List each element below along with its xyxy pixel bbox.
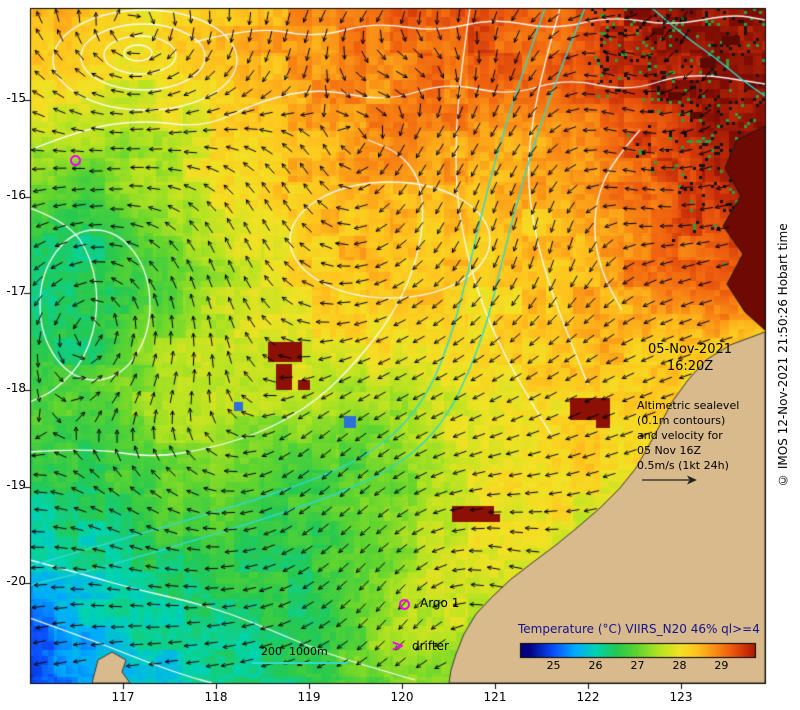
lat-tick-label: -17 — [6, 284, 26, 298]
lon-tick-label: 120 — [390, 690, 414, 704]
lon-tick-label: 119 — [297, 690, 321, 704]
bathymetry-legend-label: 200 1000m — [261, 645, 328, 658]
lat-tick-label: -15 — [6, 91, 26, 105]
lon-tick-label: 118 — [204, 690, 228, 704]
velocity-scale-arrow-icon — [642, 475, 697, 485]
map-date-label: 05-Nov-2021 — [647, 342, 733, 357]
colorbar-tick-label: 25 — [546, 659, 561, 672]
argo-float-marker-icon — [70, 155, 81, 166]
info-line-1: Altimetric sealevel — [637, 399, 740, 412]
info-line-3: and velocity for — [637, 429, 723, 442]
drifter-legend-label: drifter — [412, 639, 449, 653]
lat-tick-label: -16 — [6, 188, 26, 202]
bathymetry-legend-line — [252, 662, 348, 664]
lon-tick-label: 121 — [483, 690, 507, 704]
argo-legend-marker-icon — [399, 599, 410, 610]
colorbar-tick-label: 26 — [588, 659, 603, 672]
info-line-4: 05 Nov 16Z — [637, 444, 701, 457]
copyright-text: © IMOS 12-Nov-2021 21:50:26 Hobart time — [776, 223, 791, 487]
colorbar-tick-label: 28 — [672, 659, 687, 672]
lon-tick-label: 117 — [111, 690, 135, 704]
argo-legend-label: Argo 1 — [420, 596, 460, 610]
lat-tick-label: -19 — [6, 478, 26, 492]
info-line-2: (0.1m contours) — [637, 414, 726, 427]
info-line-5: 0.5m/s (1kt 24h) — [637, 459, 729, 472]
drifter-legend-marker-icon: > — [391, 636, 405, 655]
lat-tick-label: -20 — [6, 574, 26, 588]
lat-tick-label: -18 — [6, 381, 26, 395]
lon-tick-label: 123 — [669, 690, 693, 704]
map-time-label: 16:20Z — [666, 359, 714, 374]
lon-tick-label: 122 — [576, 690, 600, 704]
colorbar-tick-label: 27 — [630, 659, 645, 672]
colorbar-title: Temperature (°C) VIIRS_N20 46% ql>=4 — [518, 622, 760, 636]
colorbar-tick-label: 29 — [714, 659, 729, 672]
